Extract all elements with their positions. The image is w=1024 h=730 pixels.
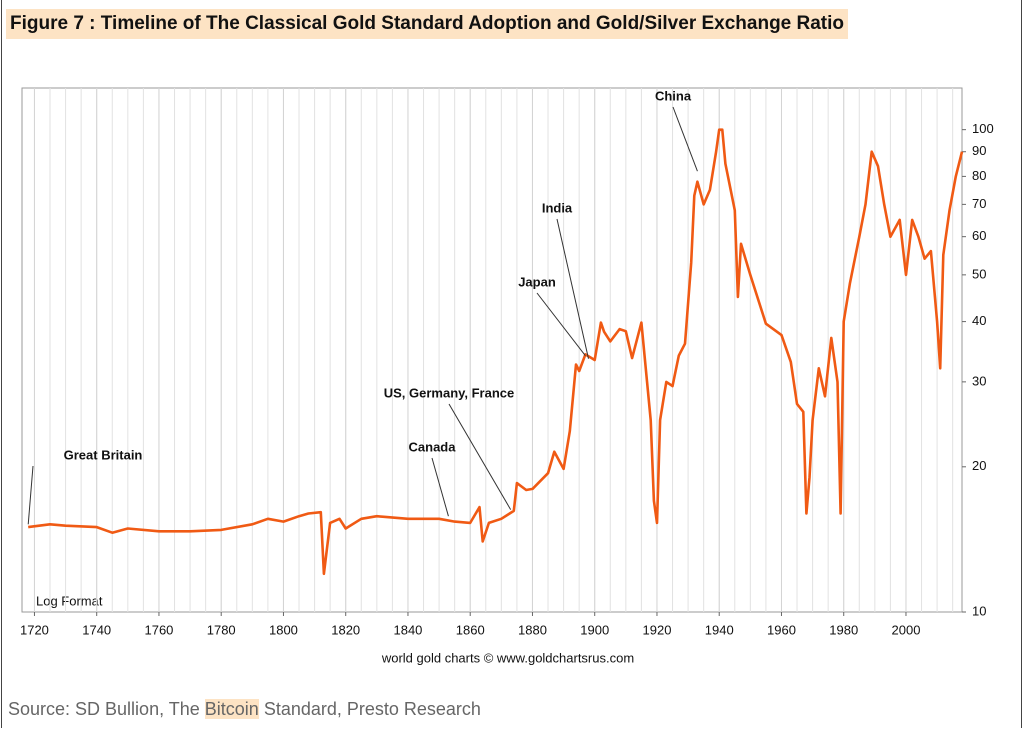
x-tick-label: 1860 <box>456 622 485 637</box>
x-tick-label: 1840 <box>393 622 422 637</box>
annotation-arrow <box>27 465 34 525</box>
x-tick-label: 1900 <box>580 622 609 637</box>
y-tick-label: 40 <box>972 313 986 328</box>
y-tick-label: 50 <box>972 266 986 281</box>
y-tick-label: 100 <box>972 121 994 136</box>
annotation-arrow <box>556 218 589 359</box>
x-tick-label: 1920 <box>643 622 672 637</box>
annotation-label: Canada <box>409 439 457 454</box>
plot-frame <box>21 87 963 613</box>
annotation-arrow <box>431 457 449 517</box>
annotation-label: Great Britain <box>64 447 143 462</box>
x-tick-label: 1820 <box>331 622 360 637</box>
y-tick-label: 70 <box>972 196 986 211</box>
source-highlight: Bitcoin <box>204 699 259 719</box>
x-tick-label: 1800 <box>269 622 298 637</box>
x-tick-label: 1980 <box>829 622 858 637</box>
x-tick-label: 1720 <box>20 622 49 637</box>
annotation-arrow <box>448 403 512 510</box>
x-tick-label: 2000 <box>892 622 921 637</box>
y-tick-label: 30 <box>972 373 986 388</box>
y-tick-label: 80 <box>972 168 986 183</box>
annotation-label: US, Germany, France <box>384 385 515 400</box>
x-tick-label: 1780 <box>207 622 236 637</box>
annotation-label: China <box>655 88 692 103</box>
x-tick-label: 1940 <box>705 622 734 637</box>
y-tick-label: 90 <box>972 143 986 158</box>
source: Source: SD Bullion, The Bitcoin Standard, … <box>8 699 486 720</box>
ratio-line <box>28 128 964 576</box>
chart-title: Figure 7 : Timeline of The Classical Gol… <box>6 9 849 39</box>
annotation-arrow <box>536 292 586 356</box>
y-tick-label: 10 <box>972 603 986 618</box>
annotation-arrow <box>672 106 698 172</box>
annotation-label: India <box>542 200 573 215</box>
x-tick-label: 1960 <box>767 622 796 637</box>
credit: world gold charts © www.goldchartsrus.co… <box>381 650 634 665</box>
x-tick-label: 1760 <box>144 622 173 637</box>
y-tick-label: 60 <box>972 228 986 243</box>
source-text: Source: SD Bullion, The <box>8 699 200 719</box>
subtitle: Log Format <box>36 593 103 608</box>
x-tick-label: 1740 <box>82 622 111 637</box>
source-text: Standard, Presto Research <box>263 699 481 719</box>
x-tick-label: 1880 <box>518 622 547 637</box>
annotation-label: Japan <box>518 274 556 289</box>
y-tick-label: 20 <box>972 458 986 473</box>
